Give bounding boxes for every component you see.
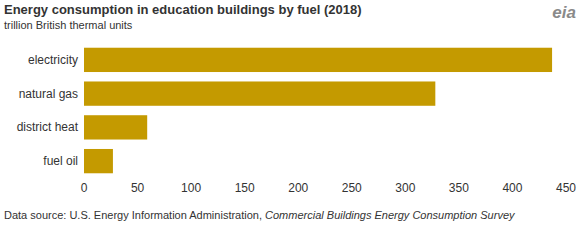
tick-label: 300 (395, 181, 415, 195)
tick-label: 100 (181, 181, 201, 195)
logo: eia (552, 3, 576, 22)
category-label: fuel oil (43, 154, 78, 168)
tick-label: 350 (449, 181, 469, 195)
tick-label: 50 (131, 181, 145, 195)
tick-label: 450 (556, 181, 576, 195)
bar (84, 149, 113, 173)
title: Energy consumption in education building… (4, 2, 362, 17)
category-label: district heat (17, 120, 79, 134)
tick-label: 250 (342, 181, 362, 195)
bar (84, 81, 435, 105)
tick-label: 0 (81, 181, 88, 195)
bars (84, 48, 552, 174)
bar (84, 48, 552, 72)
category-label: electricity (28, 53, 78, 67)
category-label: natural gas (19, 87, 78, 101)
source: Data source: U.S. Energy Information Adm… (4, 209, 516, 221)
source-part: Commercial Buildings Energy Consumption … (265, 209, 516, 221)
subtitle: trillion British thermal units (4, 19, 133, 31)
bar (84, 115, 147, 139)
tick-label: 200 (288, 181, 308, 195)
chart: Energy consumption in education building… (0, 0, 581, 229)
tick-label: 150 (235, 181, 255, 195)
source-part: Data source: U.S. Energy Information Adm… (4, 209, 265, 221)
tick-label: 400 (502, 181, 522, 195)
